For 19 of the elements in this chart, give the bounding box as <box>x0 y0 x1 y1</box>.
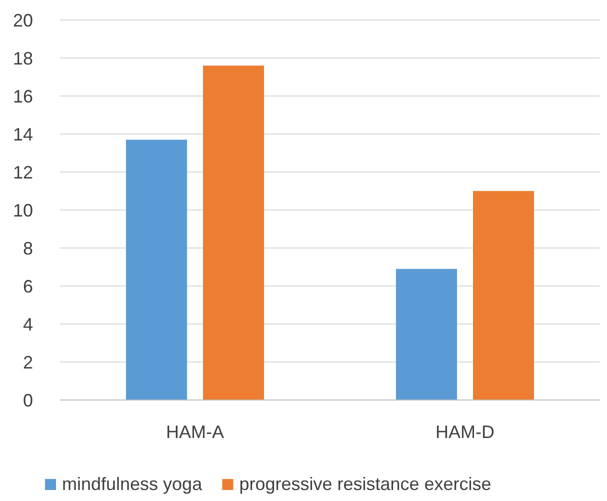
y-tick-label: 10 <box>12 200 33 220</box>
y-tick-label: 0 <box>22 390 33 410</box>
bar <box>473 191 534 400</box>
bar <box>396 268 457 400</box>
y-tick-label: 8 <box>22 238 33 258</box>
bar <box>203 66 264 400</box>
legend-label: progressive resistance exercise <box>239 474 492 494</box>
y-tick-label: 20 <box>12 10 33 30</box>
y-tick-label: 6 <box>22 276 33 296</box>
bar <box>126 140 187 400</box>
y-tick-label: 4 <box>22 314 33 334</box>
y-tick-label: 16 <box>12 86 33 106</box>
y-tick-label: 12 <box>12 162 33 182</box>
y-tick-label: 14 <box>12 124 33 144</box>
legend-label: mindfulness yoga <box>62 474 204 494</box>
y-tick-label: 2 <box>22 352 33 372</box>
x-tick-label: HAM-D <box>436 422 494 442</box>
y-tick-label: 18 <box>12 48 33 68</box>
x-tick-label: HAM-A <box>166 422 224 442</box>
